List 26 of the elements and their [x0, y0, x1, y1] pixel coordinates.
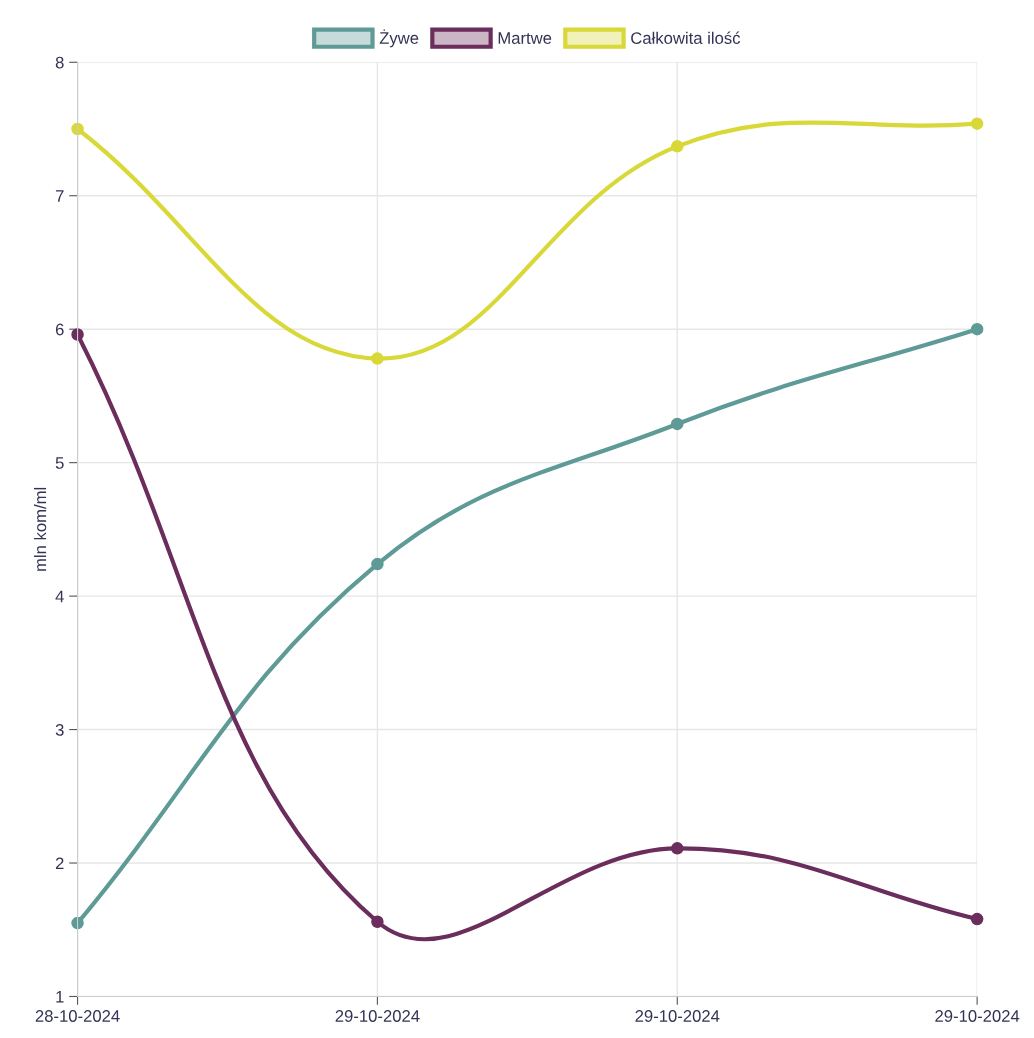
- x-tick-label: 28-10-2024: [35, 1010, 120, 1022]
- point: [970, 117, 984, 130]
- y-tick-label: 4: [55, 590, 64, 603]
- y-axis-title: mln kom/ml: [34, 487, 47, 571]
- legend-label: Martwe: [498, 32, 552, 44]
- y-tick-label: 7: [55, 190, 64, 202]
- point: [371, 352, 384, 365]
- y-tick-label: 5: [55, 457, 64, 469]
- point: [970, 322, 984, 336]
- point: [371, 557, 384, 571]
- y-tick-label: 3: [55, 723, 64, 736]
- y-tick-label: 6: [55, 323, 64, 336]
- legend-label: Całkowita ilość: [631, 31, 741, 44]
- point: [71, 122, 84, 136]
- y-tick-label: 1: [56, 991, 64, 1003]
- point: [371, 915, 384, 928]
- point: [671, 140, 684, 153]
- point: [671, 842, 684, 855]
- legend-label: Żywe: [379, 29, 419, 48]
- x-tick-label: 29-10-2024: [935, 1010, 1020, 1022]
- x-tick-label: 29-10-2024: [635, 1010, 720, 1022]
- y-tick-label: 8: [55, 56, 64, 69]
- y-tick-label: 2: [55, 857, 64, 870]
- point: [970, 912, 984, 926]
- point: [671, 417, 684, 431]
- x-tick-label: 29-10-2024: [335, 1010, 420, 1022]
